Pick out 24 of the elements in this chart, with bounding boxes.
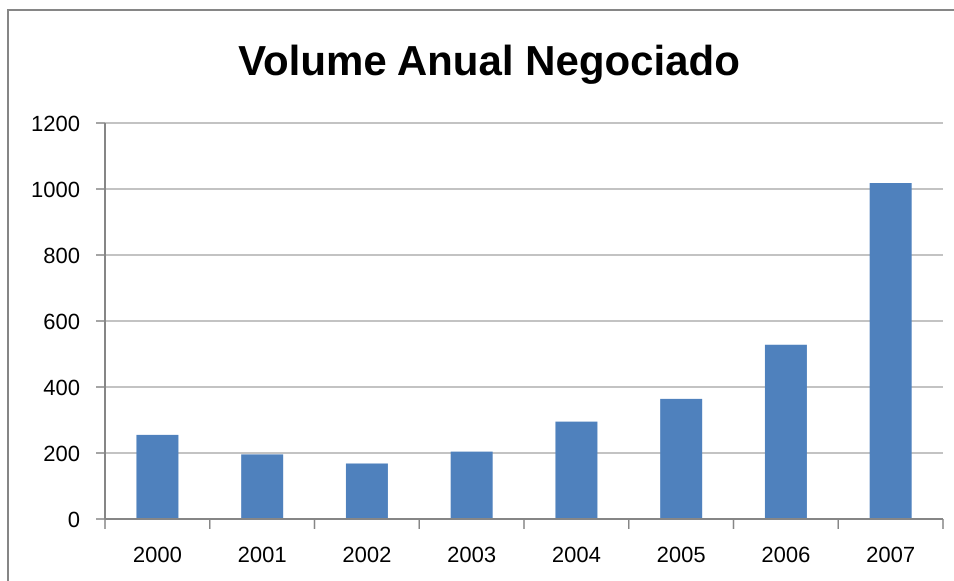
x-tick-label: 2005 — [656, 542, 706, 567]
bar — [555, 422, 598, 519]
x-tick-label: 2004 — [552, 542, 601, 567]
y-tick-label: 200 — [43, 440, 80, 466]
y-tick-label: 1000 — [31, 176, 80, 202]
y-tick-label: 0 — [68, 506, 80, 532]
chart-title: Volume Anual Negociado — [237, 36, 741, 86]
y-tick-label: 400 — [43, 374, 80, 400]
y-tick-label: 600 — [43, 308, 80, 334]
x-tick-label: 2006 — [761, 542, 810, 567]
y-tick-label: 1200 — [31, 110, 80, 136]
x-tick-label: 2007 — [866, 542, 916, 567]
x-tick-label: 2000 — [132, 542, 182, 567]
bar — [870, 183, 912, 519]
bar — [450, 452, 493, 519]
x-tick-label: 2003 — [447, 542, 496, 567]
bar — [764, 344, 807, 519]
y-tick-label: 800 — [43, 242, 80, 268]
bar — [136, 434, 178, 519]
bar — [241, 454, 284, 519]
x-tick-label: 2002 — [342, 542, 392, 567]
x-tick-label: 2001 — [238, 542, 287, 567]
bar — [346, 464, 388, 519]
bar — [660, 398, 702, 519]
